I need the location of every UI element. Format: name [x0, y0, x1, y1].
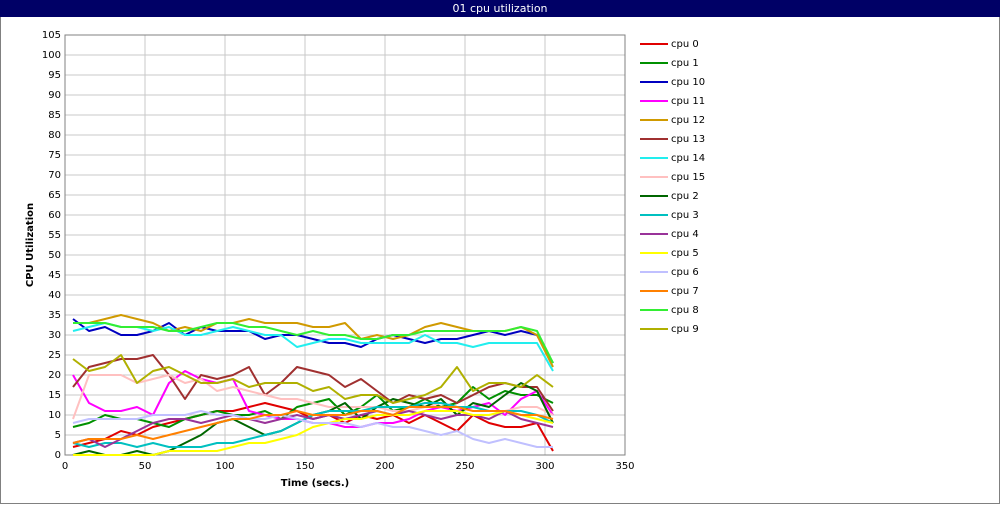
- y-tick-label: 5: [55, 430, 61, 441]
- y-tick-label: 25: [48, 350, 61, 361]
- legend-label: cpu 15: [671, 172, 705, 183]
- y-tick-label: 60: [48, 210, 61, 221]
- legend-label: cpu 10: [671, 77, 705, 88]
- y-tick-label: 55: [48, 230, 61, 241]
- legend-label: cpu 3: [671, 210, 699, 221]
- y-tick-label: 35: [48, 310, 61, 321]
- title-bar: [0, 0, 1000, 17]
- x-tick-label: 150: [295, 461, 314, 472]
- legend-label: cpu 12: [671, 115, 705, 126]
- y-tick-label: 40: [48, 290, 61, 301]
- series-line: [72, 322, 554, 372]
- legend-label: cpu 14: [671, 153, 705, 164]
- legend-label: cpu 0: [671, 39, 699, 50]
- x-tick-label: 300: [535, 461, 554, 472]
- legend-label: cpu 4: [671, 229, 699, 240]
- y-tick-label: 105: [42, 30, 61, 41]
- y-tick-label: 95: [48, 70, 61, 81]
- series-line: [72, 410, 553, 448]
- legend-label: cpu 13: [671, 134, 705, 145]
- y-axis-label: CPU Utilization: [25, 203, 36, 287]
- y-tick-label: 0: [55, 450, 61, 461]
- legend-label: cpu 8: [671, 305, 699, 316]
- x-tick-label: 0: [62, 461, 68, 472]
- series-line: [72, 354, 554, 404]
- plot-area: [64, 34, 626, 456]
- series-line: [73, 410, 554, 456]
- y-tick-label: 85: [48, 110, 61, 121]
- legend-label: cpu 9: [671, 324, 699, 335]
- y-tick-label: 75: [48, 150, 61, 161]
- x-axis-label: Time (secs.): [281, 478, 350, 489]
- y-tick-label: 90: [48, 90, 61, 101]
- chart-title: 01 cpu utilization: [452, 2, 547, 15]
- y-tick-label: 70: [48, 170, 61, 181]
- y-tick-label: 65: [48, 190, 61, 201]
- x-tick-label: 100: [215, 461, 234, 472]
- y-tick-label: 10: [48, 410, 61, 421]
- x-tick-label: 350: [615, 461, 634, 472]
- series-line: [72, 406, 554, 444]
- legend-label: cpu 5: [671, 248, 699, 259]
- x-tick-label: 250: [455, 461, 474, 472]
- series-line: [72, 354, 554, 412]
- legend-label: cpu 2: [671, 191, 699, 202]
- y-tick-label: 45: [48, 270, 61, 281]
- series-line: [73, 322, 554, 364]
- legend-label: cpu 1: [671, 58, 699, 69]
- x-tick-label: 50: [139, 461, 152, 472]
- y-tick-label: 20: [48, 370, 61, 381]
- y-tick-label: 100: [42, 50, 61, 61]
- legend-label: cpu 7: [671, 286, 699, 297]
- y-tick-label: 50: [48, 250, 61, 261]
- x-tick-label: 200: [375, 461, 394, 472]
- legend-label: cpu 11: [671, 96, 705, 107]
- y-tick-label: 80: [48, 130, 61, 141]
- y-tick-label: 15: [48, 390, 61, 401]
- y-tick-label: 30: [48, 330, 61, 341]
- legend-label: cpu 6: [671, 267, 699, 278]
